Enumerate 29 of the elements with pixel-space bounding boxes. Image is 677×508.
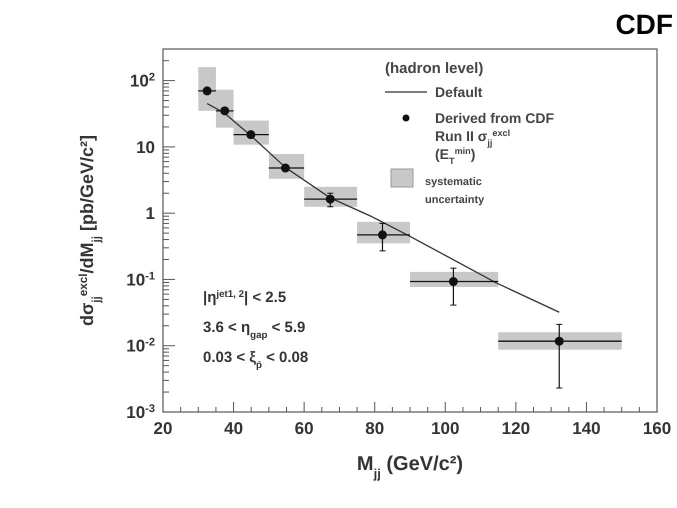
legend-label: systematic uncertainty xyxy=(425,176,486,206)
x-tick-label: 40 xyxy=(224,419,244,438)
point xyxy=(202,86,212,96)
point xyxy=(554,336,564,346)
legend-label: Default xyxy=(435,84,483,100)
line-series xyxy=(206,102,560,313)
y-tick-label: 10 xyxy=(136,138,155,157)
legend-title: (hadron level) xyxy=(385,60,484,77)
point xyxy=(220,106,230,116)
chart-title: CDF xyxy=(615,9,673,40)
y-tick-label: 1 xyxy=(146,204,155,224)
y-tick-label: 10$^{2}$ xyxy=(130,72,155,91)
point xyxy=(378,230,387,240)
y-tick-label: 10$^{-1}$ xyxy=(126,270,155,290)
x-tick-label: 140 xyxy=(572,419,601,438)
x-tick-label: 80 xyxy=(365,419,384,438)
annotation: 0.03 < ξ$_{p̄}$ < 0.08 xyxy=(203,349,308,370)
x-tick-label: 100 xyxy=(431,419,460,438)
x-tick-label: 20 xyxy=(154,419,172,438)
annotation: |η$^{jet1, 2}$| < 2.5 xyxy=(203,288,286,306)
x-tick-label: 120 xyxy=(502,419,530,438)
x-tick-label: 160 xyxy=(642,419,672,438)
annotation: 3.6 < η$_{gap}$ < 5.9 xyxy=(203,319,306,340)
point xyxy=(448,277,458,286)
y-tick-label: 10$^{-2}$ xyxy=(126,336,155,356)
x-axis-title: M$_{jj}$ (GeV/c²) xyxy=(356,453,464,480)
x-tick-label: 60 xyxy=(294,419,314,438)
y-tick-label: 10$^{-3}$ xyxy=(126,403,155,422)
point xyxy=(326,194,335,204)
